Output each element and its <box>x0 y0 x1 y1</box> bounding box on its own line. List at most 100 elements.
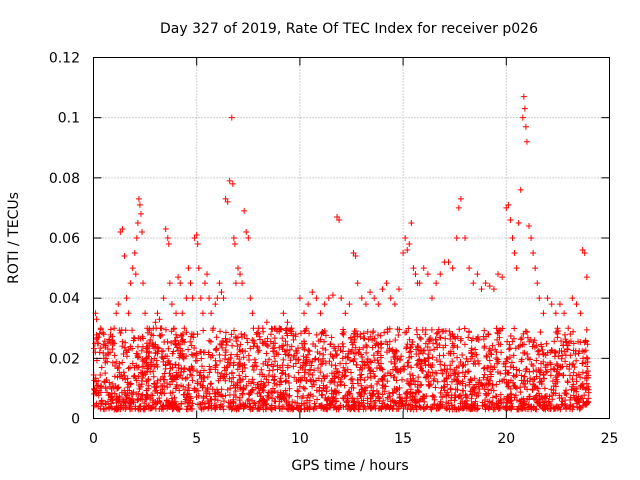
data-point <box>379 382 386 389</box>
data-point <box>518 372 525 379</box>
y-tick-label: 0.1 <box>58 111 80 127</box>
data-point <box>366 368 373 375</box>
data-point <box>536 392 543 399</box>
data-point <box>432 369 439 376</box>
data-point <box>294 387 301 394</box>
data-point <box>510 364 517 371</box>
data-point <box>369 344 376 351</box>
data-point <box>310 340 317 347</box>
data-point <box>169 364 176 371</box>
data-point <box>548 405 555 412</box>
data-point <box>284 362 291 369</box>
data-point <box>223 339 230 346</box>
data-point <box>154 310 161 317</box>
data-point <box>266 356 273 363</box>
data-point <box>558 401 565 408</box>
data-point <box>419 327 426 334</box>
data-point <box>117 402 124 409</box>
data-point <box>429 354 436 361</box>
data-point <box>242 348 249 355</box>
data-point <box>162 402 169 409</box>
data-point <box>176 354 183 361</box>
data-point <box>410 265 417 272</box>
data-point <box>485 404 492 411</box>
data-point <box>348 395 355 402</box>
data-point <box>507 392 514 399</box>
data-point <box>486 380 493 387</box>
data-point <box>315 338 322 345</box>
data-point <box>467 355 474 362</box>
data-point <box>413 362 420 369</box>
data-point <box>547 361 554 368</box>
data-point <box>167 360 174 367</box>
data-point <box>206 363 213 370</box>
data-point <box>430 340 437 347</box>
data-point <box>420 265 427 272</box>
data-point <box>422 331 429 338</box>
data-point <box>569 376 576 383</box>
data-point <box>360 330 367 337</box>
data-point <box>349 380 356 387</box>
data-point <box>326 401 333 408</box>
data-point <box>129 345 136 352</box>
data-point <box>294 405 301 412</box>
y-tick-label: 0.04 <box>49 291 80 307</box>
data-point <box>140 280 147 287</box>
data-point <box>206 369 213 376</box>
data-point <box>387 295 394 302</box>
data-point <box>165 345 172 352</box>
data-point <box>113 358 120 365</box>
data-point <box>544 368 551 375</box>
data-point <box>282 338 289 345</box>
data-point <box>553 368 560 375</box>
data-point <box>322 405 329 412</box>
data-point <box>177 350 184 357</box>
data-point <box>331 388 338 395</box>
data-point <box>505 370 512 377</box>
data-point <box>351 399 358 406</box>
data-point <box>187 371 194 378</box>
data-point <box>457 358 464 365</box>
data-point <box>310 393 317 400</box>
data-point <box>358 389 365 396</box>
data-point <box>428 295 435 302</box>
data-point <box>315 375 322 382</box>
data-point <box>490 387 497 394</box>
data-point <box>512 345 519 352</box>
data-point <box>449 331 456 338</box>
data-point <box>494 369 501 376</box>
data-point <box>191 235 198 241</box>
data-point <box>443 399 450 406</box>
data-point <box>379 366 386 373</box>
data-point <box>519 114 526 121</box>
data-point <box>296 383 303 390</box>
data-point <box>503 204 510 211</box>
data-point <box>278 343 285 350</box>
data-point <box>415 374 422 381</box>
data-point <box>362 385 369 392</box>
data-point <box>258 366 265 373</box>
data-point <box>494 336 501 343</box>
data-point <box>569 361 576 368</box>
data-point <box>317 310 324 317</box>
data-point <box>556 301 563 308</box>
data-point <box>454 381 461 388</box>
data-point <box>522 123 529 130</box>
data-point <box>480 333 487 340</box>
data-point <box>199 363 206 370</box>
data-point <box>567 394 574 401</box>
data-point <box>542 369 549 376</box>
data-point <box>180 355 187 362</box>
data-point <box>433 330 440 337</box>
data-point <box>418 381 425 388</box>
data-point <box>379 286 386 293</box>
data-point <box>552 310 559 317</box>
data-point <box>260 387 267 394</box>
data-point <box>230 392 237 399</box>
data-point <box>284 319 291 326</box>
data-point <box>374 350 381 357</box>
data-point <box>186 365 193 372</box>
data-point <box>319 345 326 352</box>
data-point <box>464 358 471 365</box>
data-point <box>222 329 229 336</box>
